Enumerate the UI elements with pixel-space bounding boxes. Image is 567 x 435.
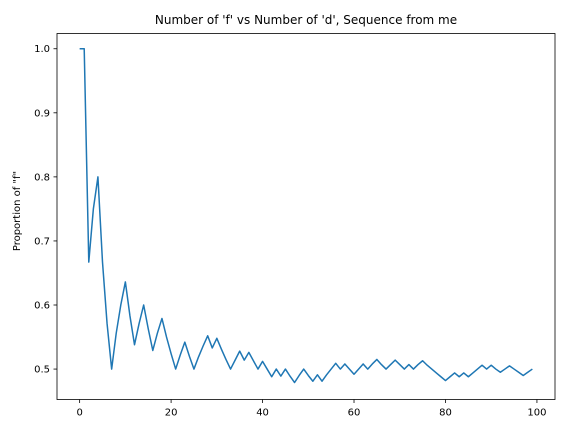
y-tick-label: 1.0: [34, 44, 50, 55]
plot-frame: [56, 33, 556, 400]
y-axis-ticks: 0.5 0.6 0.7 0.8 0.9 1.0: [34, 44, 57, 376]
y-axis-label: Proportion of "f": [12, 171, 23, 251]
y-tick-label: 0.6: [34, 301, 50, 312]
x-tick-label: 40: [256, 408, 269, 419]
x-tick-label: 60: [348, 408, 361, 419]
x-tick-label: 100: [527, 408, 546, 419]
y-tick-label: 0.8: [34, 172, 50, 183]
x-tick-label: 0: [76, 408, 82, 419]
plot-area: [79, 48, 533, 384]
x-tick-label: 20: [165, 408, 178, 419]
x-tick-label: 80: [439, 408, 452, 419]
x-axis-ticks: 0 20 40 60 80 100: [76, 399, 546, 419]
series-line-0: [79, 48, 533, 384]
y-tick-label: 0.7: [34, 236, 50, 247]
y-tick-label: 0.9: [34, 108, 50, 119]
y-tick-label: 0.5: [34, 365, 50, 376]
chart-title: Number of 'f' vs Number of 'd', Sequence…: [155, 13, 457, 27]
